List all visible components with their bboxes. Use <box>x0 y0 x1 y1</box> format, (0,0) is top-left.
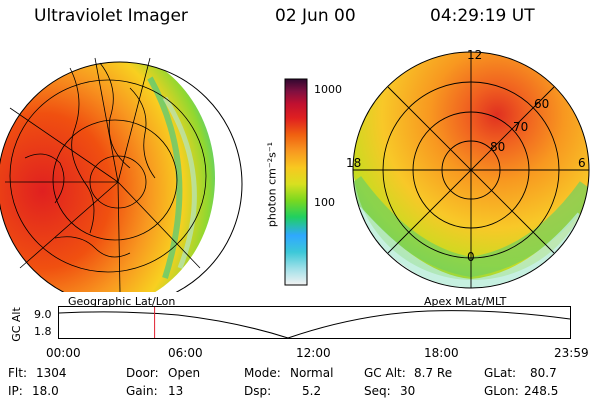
flt-label: Flt: <box>8 366 27 380</box>
gcalt-value: 8.7 Re <box>414 366 453 380</box>
colorbar-unit-label: photon cm⁻²s⁻¹ <box>265 141 279 228</box>
glon-value: 248.5 <box>524 384 559 398</box>
colorbar-tick-100: 100 <box>314 196 335 209</box>
instrument-title: Ultraviolet Imager <box>34 6 188 26</box>
time-tick-1800: 18:00 <box>424 346 459 360</box>
door-label: Door: <box>126 366 159 380</box>
mlat-label-80: 80 <box>490 140 506 154</box>
apex-image <box>352 51 590 289</box>
geographic-image <box>0 57 243 292</box>
mode-label: Mode: <box>244 366 281 380</box>
date-label: 02 Jun 00 <box>275 6 356 26</box>
apex-caption: Apex MLat/MLT <box>424 295 507 308</box>
time-tick-2359: 23:59 <box>554 346 589 360</box>
altitude-min-label: 1.8 <box>34 325 52 338</box>
mlt-label-6: 6 <box>578 156 586 170</box>
time-tick-0000: 00:00 <box>46 346 81 360</box>
door-value: Open <box>168 366 201 380</box>
mlat-label-60: 60 <box>534 97 550 111</box>
gain-value: 13 <box>168 384 184 398</box>
mlt-label-0: 0 <box>467 250 475 264</box>
glat-label: GLat: <box>484 366 517 380</box>
mlat-label-70: 70 <box>513 120 529 134</box>
colorbar-tick-1000: 1000 <box>314 83 342 96</box>
geographic-caption: Geographic Lat/Lon <box>68 295 176 308</box>
time-tick-1200: 12:00 <box>296 346 331 360</box>
colorbar <box>284 78 308 286</box>
mode-value: Normal <box>290 366 334 380</box>
mlt-label-18: 18 <box>346 156 362 170</box>
altitude-axis-label: GC Alt <box>9 307 23 342</box>
gain-label: Gain: <box>126 384 158 398</box>
altitude-plot <box>58 306 571 339</box>
glon-label: GLon: <box>484 384 519 398</box>
dsp-label: Dsp: <box>244 384 272 398</box>
ip-label: IP: <box>8 384 23 398</box>
altitude-max-label: 9.0 <box>34 308 52 321</box>
time-tick-0600: 06:00 <box>168 346 203 360</box>
mlt-label-12: 12 <box>467 48 483 62</box>
seq-value: 30 <box>400 384 416 398</box>
ip-value: 18.0 <box>32 384 59 398</box>
flt-value: 1304 <box>36 366 67 380</box>
glat-value: 80.7 <box>530 366 557 380</box>
time-label: 04:29:19 UT <box>430 6 535 26</box>
gcalt-label: GC Alt: <box>364 366 406 380</box>
seq-label: Seq: <box>364 384 391 398</box>
dsp-value: 5.2 <box>302 384 322 398</box>
